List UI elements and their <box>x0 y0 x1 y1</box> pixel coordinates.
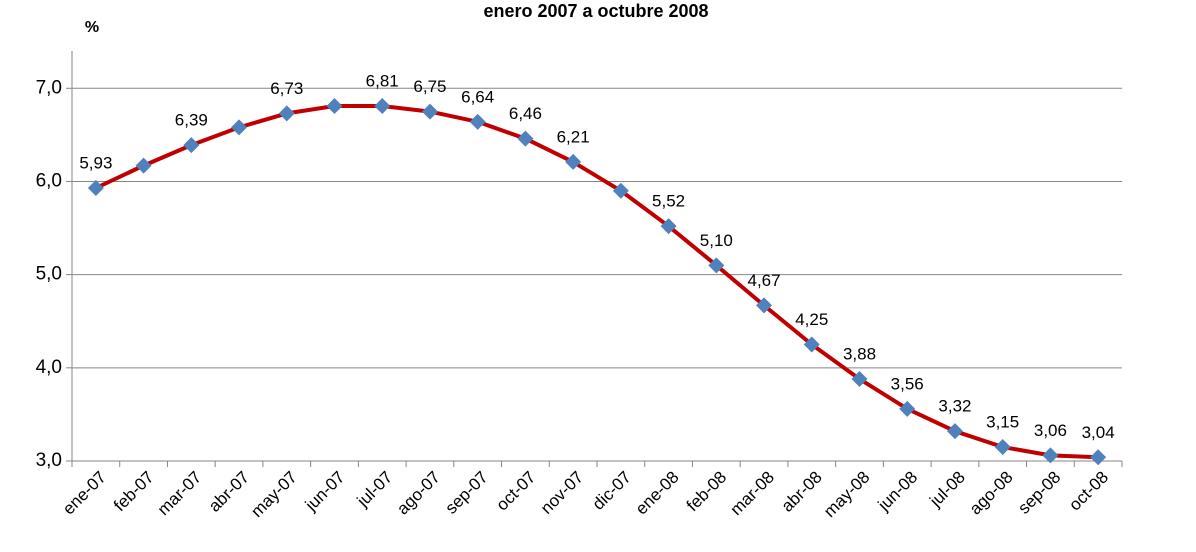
x-tick-label: jun-07 <box>301 468 349 516</box>
marker <box>851 371 868 387</box>
y-axis-label: % <box>85 19 99 36</box>
data-label: 3,32 <box>938 397 971 416</box>
marker <box>326 97 343 114</box>
series-line <box>95 104 1099 460</box>
y-tick-label: 7,0 <box>36 77 62 98</box>
x-tick-label: oct-07 <box>493 468 540 515</box>
marker <box>756 297 773 314</box>
marker <box>803 336 820 353</box>
data-label: 5,93 <box>79 153 112 172</box>
marker <box>231 119 248 136</box>
data-label: 3,88 <box>843 344 876 363</box>
data-label: 5,52 <box>652 192 685 211</box>
x-tick-label: sep-07 <box>441 468 491 518</box>
data-label: 6,81 <box>366 71 399 90</box>
data-label: 5,10 <box>700 231 733 250</box>
marker <box>374 97 391 114</box>
marker <box>994 439 1011 456</box>
marker <box>278 105 295 122</box>
data-label: 6,64 <box>461 87 494 106</box>
x-tick-label: nov-07 <box>537 468 587 518</box>
data-label: 3,56 <box>891 374 924 393</box>
y-tick-label: 4,0 <box>36 357 62 378</box>
x-tick-label: ene-07 <box>59 468 110 519</box>
data-label: 6,21 <box>557 127 590 146</box>
x-tick-label: ago-07 <box>393 468 444 519</box>
x-tick-label: feb-07 <box>110 468 158 516</box>
y-tick-label: 3,0 <box>36 450 62 471</box>
x-tick-label: ene-08 <box>632 468 683 519</box>
x-tick-label: may-07 <box>247 468 301 522</box>
data-label: 3,15 <box>986 413 1019 432</box>
marker <box>899 400 916 417</box>
data-label: 4,25 <box>795 310 828 329</box>
x-tick-label: mar-07 <box>154 468 206 520</box>
x-tick-label: may-08 <box>820 468 874 522</box>
data-label: 3,06 <box>1034 421 1067 440</box>
data-label: 6,46 <box>509 104 542 123</box>
marker <box>1090 449 1107 466</box>
marker <box>517 130 534 147</box>
marker <box>1042 447 1059 464</box>
x-tick-label: jul-07 <box>353 468 397 512</box>
x-tick-label: mar-08 <box>727 468 779 520</box>
marker <box>660 218 677 235</box>
x-tick-label: jul-08 <box>925 468 969 512</box>
marker <box>708 257 725 274</box>
data-label: 6,73 <box>270 79 303 98</box>
x-tick-label: ago-08 <box>966 468 1017 519</box>
marker <box>183 137 200 154</box>
data-label: 4,67 <box>747 271 780 290</box>
x-tick-label: dic-07 <box>589 468 635 514</box>
marker <box>469 113 486 130</box>
marker <box>612 182 629 199</box>
marker <box>87 179 104 196</box>
marker <box>946 423 963 440</box>
data-label: 3,04 <box>1082 423 1115 442</box>
data-label: 6,39 <box>175 111 208 130</box>
y-tick-label: 5,0 <box>36 264 62 285</box>
x-tick-label: abr-07 <box>205 468 253 516</box>
marker <box>421 103 438 120</box>
marker <box>135 157 152 174</box>
chart-title: enero 2007 a octubre 2008 <box>483 1 708 21</box>
marker <box>565 153 582 170</box>
x-tick-label: jun-08 <box>874 468 922 516</box>
data-label: 6,75 <box>413 77 446 96</box>
x-tick-label: sep-08 <box>1014 468 1064 518</box>
x-tick-label: feb-08 <box>683 468 731 516</box>
y-tick-label: 6,0 <box>36 170 62 191</box>
x-tick-label: oct-08 <box>1065 468 1112 515</box>
x-tick-label: abr-08 <box>778 468 826 516</box>
